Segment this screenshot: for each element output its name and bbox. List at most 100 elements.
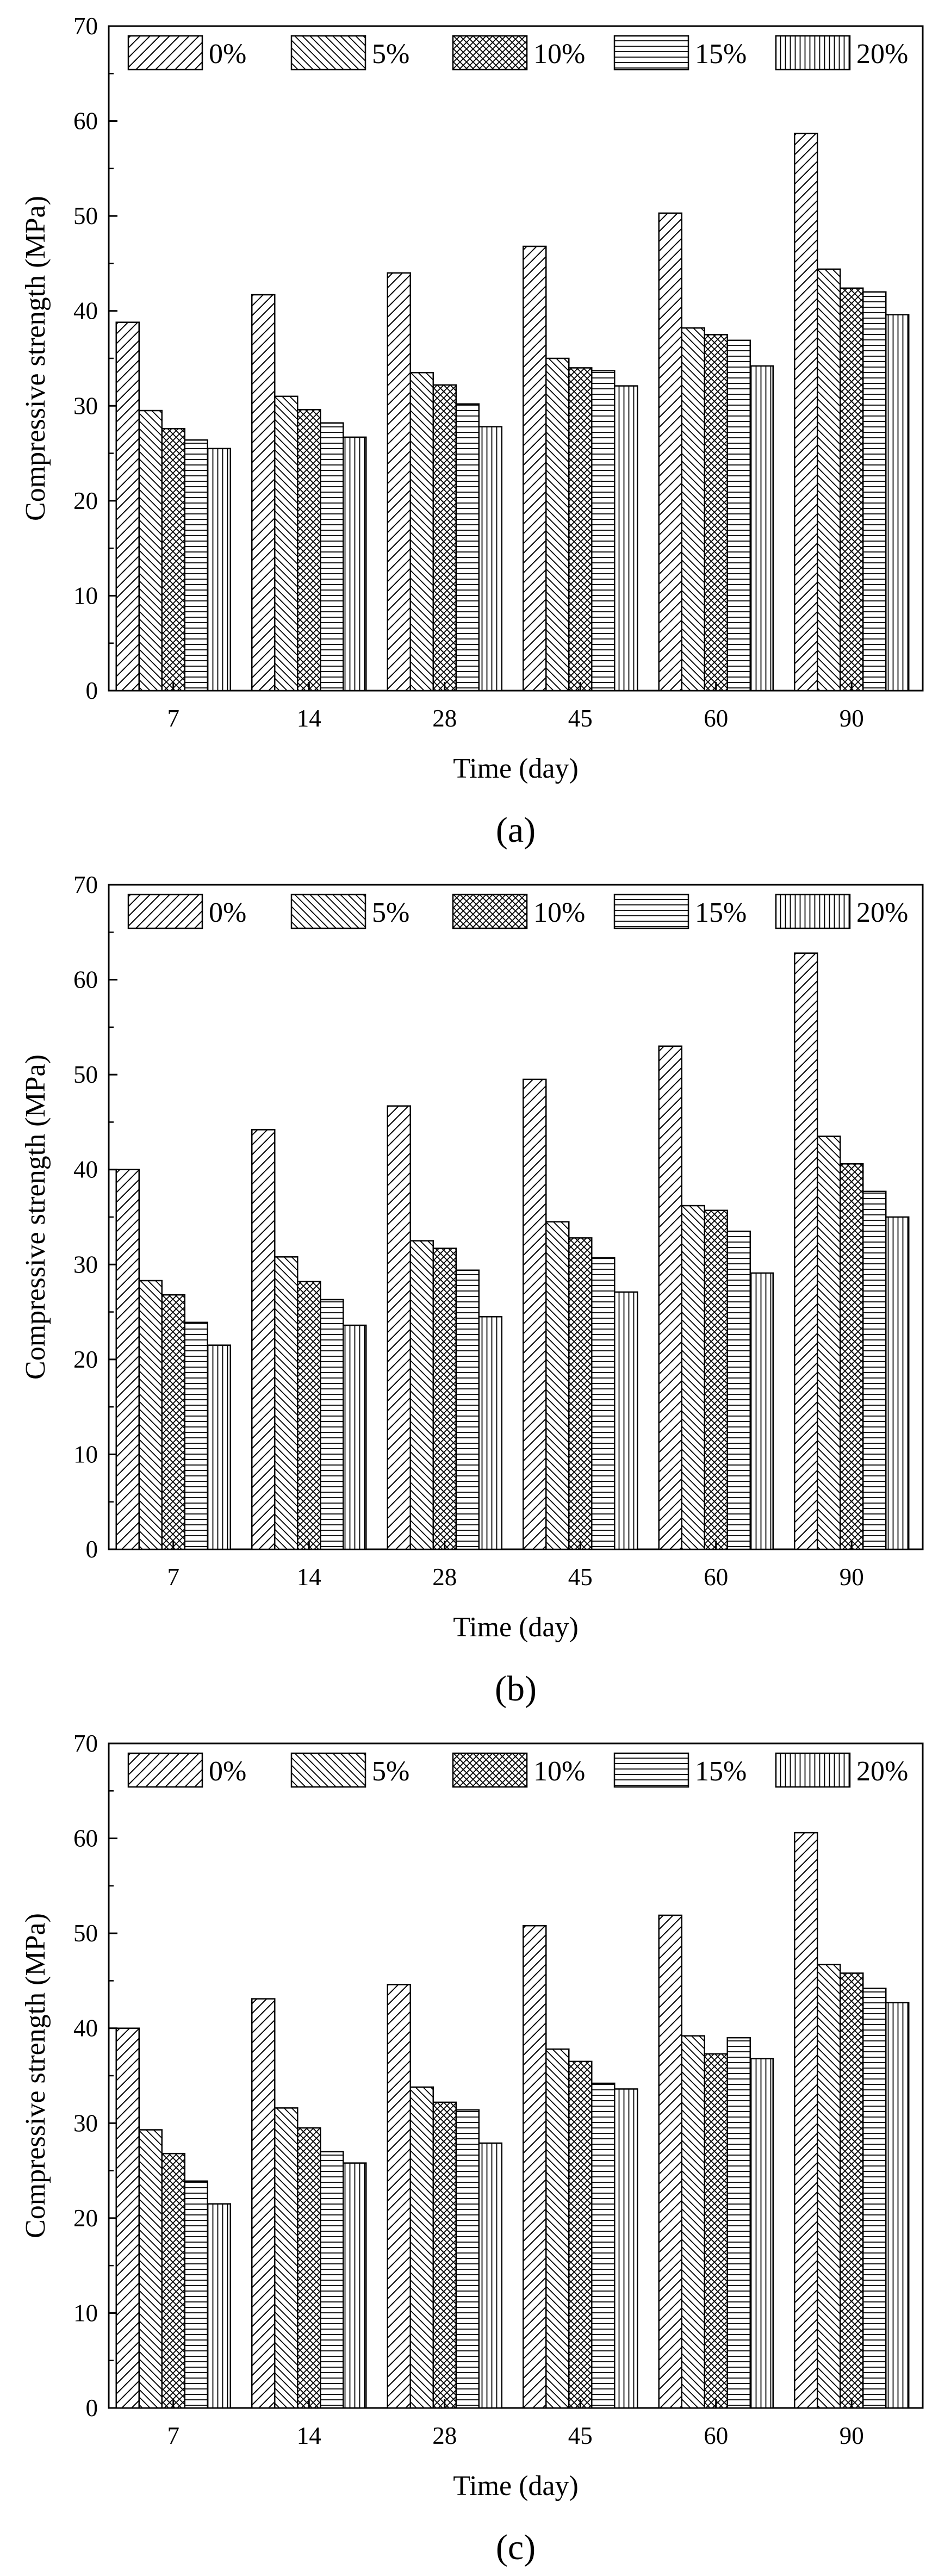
chart-b: 0 10 20 30 40 50 60 70 7 14 28 45 60 90 0% 5% 10% 15% 20% T…: [20, 871, 924, 1709]
legend-swatch-10pct: [452, 1752, 528, 1788]
legend-swatch-0pct: [127, 35, 203, 71]
bar-10pct-day-45: [568, 1237, 593, 1550]
legend-swatch-5pct: [290, 893, 366, 929]
bar-0pct-day-28: [387, 272, 411, 692]
bar-0pct-day-28: [387, 1984, 411, 2409]
bar-10pct-day-14: [297, 409, 321, 692]
x-tick-label: 60: [704, 1563, 728, 1591]
legend-swatch-20pct: [775, 1752, 851, 1788]
chart-panel-c: 0 10 20 30 40 50 60 70 7 14 28 45 60 90 0% 5% 10% 15% 20% T…: [0, 1717, 951, 2576]
bar-10pct-day-90: [840, 1163, 864, 1550]
legend-label: 20%: [856, 897, 908, 928]
x-tick-label: 14: [297, 2422, 321, 2449]
y-axis-title: Compressive strength (MPa): [20, 1913, 51, 2238]
y-tick-label: 40: [73, 2015, 98, 2042]
bar-15pct-day-60: [726, 1230, 751, 1550]
bar-0pct-day-90: [794, 952, 818, 1550]
bar-5pct-day-90: [817, 1135, 841, 1550]
bar-15pct-day-90: [862, 1988, 887, 2409]
bar-0pct-day-7: [115, 1169, 140, 1550]
legend-label: 5%: [372, 1756, 409, 1787]
y-tick-label: 60: [73, 1825, 98, 1852]
chart-c: 0 10 20 30 40 50 60 70 7 14 28 45 60 90 0% 5% 10% 15% 20% T…: [20, 1730, 924, 2567]
bar-20pct-day-90: [885, 314, 910, 692]
x-tick-label: 28: [432, 705, 457, 732]
x-tick-label: 7: [167, 1563, 180, 1591]
chart-panel-b: 0 10 20 30 40 50 60 70 7 14 28 45 60 90 0% 5% 10% 15% 20% T…: [0, 859, 951, 1717]
y-tick-label: 40: [73, 1156, 98, 1183]
bar-0pct-day-28: [387, 1105, 411, 1550]
bar-20pct-day-7: [207, 2203, 231, 2409]
bar-0pct-day-60: [658, 1914, 682, 2409]
bar-5pct-day-28: [409, 371, 434, 692]
bar-20pct-day-14: [343, 2162, 367, 2409]
x-tick-label: 90: [840, 2422, 864, 2449]
legend-label: 20%: [856, 1756, 908, 1787]
x-tick-label: 90: [840, 705, 864, 732]
x-tick-label: 90: [840, 1563, 864, 1591]
bar-10pct-day-90: [840, 1972, 864, 2409]
y-tick-label: 20: [73, 2205, 98, 2232]
y-tick-label: 40: [73, 297, 98, 325]
bar-0pct-day-14: [251, 1998, 276, 2409]
legend-label: 0%: [209, 897, 246, 928]
bar-10pct-day-14: [297, 1281, 321, 1550]
bar-15pct-day-90: [862, 291, 887, 692]
y-tick-label: 0: [86, 2394, 98, 2422]
bar-5pct-day-7: [138, 1280, 163, 1550]
bar-0pct-day-60: [658, 1045, 682, 1550]
bar-20pct-day-14: [343, 436, 367, 692]
bar-15pct-day-14: [320, 422, 344, 692]
legend-swatch-5pct: [290, 35, 366, 71]
bar-20pct-day-90: [885, 2002, 910, 2409]
bar-10pct-day-28: [432, 2101, 457, 2409]
bar-20pct-day-7: [207, 1344, 231, 1550]
y-tick-label: 20: [73, 487, 98, 514]
legend-label: 0%: [209, 39, 246, 70]
y-tick-label: 10: [73, 2299, 98, 2326]
bar-20pct-day-28: [478, 2142, 502, 2409]
bar-0pct-day-45: [523, 1078, 547, 1550]
bar-10pct-day-7: [161, 1294, 185, 1550]
legend-label: 10%: [533, 39, 585, 70]
bar-20pct-day-60: [749, 2058, 774, 2409]
bar-5pct-day-60: [681, 2035, 705, 2409]
bar-5pct-day-45: [545, 1221, 570, 1550]
x-tick-label: 45: [568, 705, 593, 732]
bar-20pct-day-7: [207, 448, 231, 692]
x-axis-title: Time (day): [453, 1612, 579, 1643]
legend-label: 15%: [695, 39, 747, 70]
bar-10pct-day-90: [840, 287, 864, 692]
y-tick-label: 30: [73, 2109, 98, 2137]
y-tick-label: 30: [73, 392, 98, 419]
bar-5pct-day-14: [274, 1256, 299, 1550]
y-tick-label: 30: [73, 1251, 98, 1278]
legend-swatch-15pct: [613, 35, 689, 71]
bar-15pct-day-28: [455, 2109, 480, 2409]
bar-15pct-day-60: [726, 2037, 751, 2409]
x-tick-label: 45: [568, 2422, 593, 2449]
bar-0pct-day-14: [251, 294, 276, 692]
legend-label: 0%: [209, 1756, 246, 1787]
bar-5pct-day-14: [274, 2107, 299, 2409]
y-tick-label: 10: [73, 1441, 98, 1468]
y-tick-label: 50: [73, 202, 98, 229]
bar-0pct-day-7: [115, 2027, 140, 2409]
x-axis-title: Time (day): [453, 2471, 579, 2501]
chart-a: 0 10 20 30 40 50 60 70 7 14 28 45 60 90 0% 5% 10% 15% 20% T…: [20, 13, 924, 850]
legend-label: 20%: [856, 39, 908, 70]
x-tick-label: 7: [167, 705, 180, 732]
bar-5pct-day-90: [817, 268, 841, 692]
bar-0pct-day-90: [794, 1832, 818, 2409]
bar-5pct-day-60: [681, 1205, 705, 1550]
legend-label: 5%: [372, 39, 409, 70]
y-axis-title: Compressive strength (MPa): [20, 196, 51, 521]
panel-label: (c): [496, 2528, 536, 2567]
y-tick-label: 70: [73, 13, 98, 40]
legend-swatch-0pct: [127, 893, 203, 929]
y-tick-label: 70: [73, 871, 98, 898]
bar-15pct-day-45: [591, 2082, 616, 2409]
panel-label: (b): [495, 1669, 537, 1709]
y-tick-label: 60: [73, 108, 98, 135]
legend-label: 10%: [533, 1756, 585, 1787]
